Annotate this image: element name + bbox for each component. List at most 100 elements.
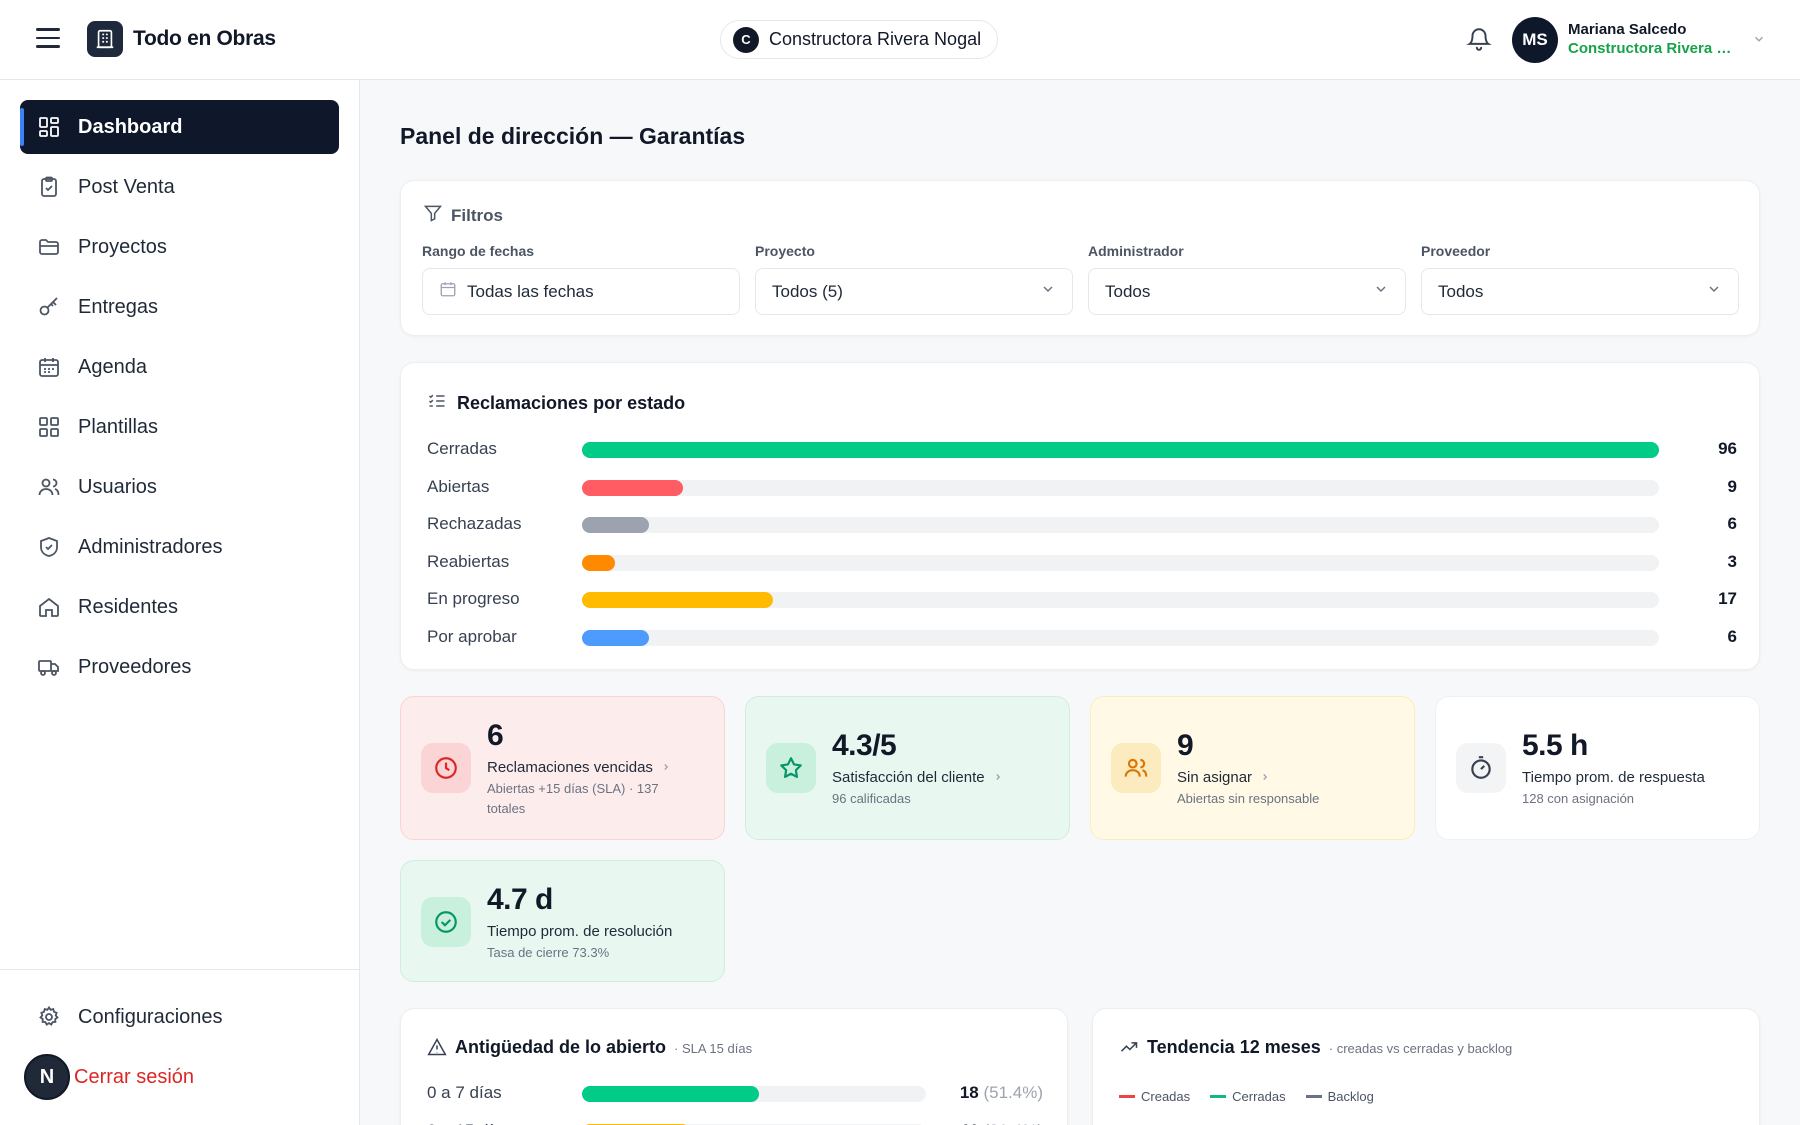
status-row-label: Cerradas [427,439,497,458]
kpi-unassigned[interactable]: 9 Sin asignar Abiertas sin responsable [1090,696,1415,840]
provider-label: Proveedor [1421,243,1491,259]
status-row[interactable]: Reabiertas 3 [427,550,1737,574]
timer-icon [1456,743,1506,793]
app-logo-icon[interactable] [87,21,123,57]
kpi-resolution-time: 4.7 d Tiempo prom. de resolución Tasa de… [400,860,725,982]
clock-icon [421,743,471,793]
trending-up-icon [1119,1037,1139,1062]
aging-count: 18 [959,1083,979,1102]
sidebar-item-plantillas[interactable]: Plantillas [20,400,339,454]
sidebar-item-post-venta[interactable]: Post Venta [20,160,339,214]
sidebar-item-proyectos[interactable]: Proyectos [20,220,339,274]
aging-bar-fill [582,1086,759,1102]
sidebar-item-usuarios[interactable]: Usuarios [20,460,339,514]
aging-title: Antigüedad de lo abierto [455,1037,667,1057]
top-bar: Todo en Obras C Constructora Rivera Noga… [0,0,1800,80]
aging-row[interactable]: 8 a 15 días 11 (31.4%) [427,1119,1043,1125]
chevron-right-icon [661,759,671,776]
legend-label: Backlog [1327,1089,1374,1104]
status-bar-track [582,517,1659,534]
status-row[interactable]: Abiertas 9 [427,475,1737,499]
status-row[interactable]: Rechazadas 6 [427,512,1737,536]
status-bar-fill [582,479,684,496]
kpi-overdue[interactable]: 6 Reclamaciones vencidas Abiertas +15 dí… [400,696,725,840]
aging-row-value: 11 (31.4%) [961,1121,1043,1125]
legend-item-cerradas[interactable]: Cerradas [1210,1089,1286,1104]
grid-icon [36,414,62,440]
sidebar-item-label: Proveedores [78,655,192,678]
shield-icon [36,534,62,560]
aging-sub: · SLA 15 días [674,1041,753,1056]
chevron-down-icon [1373,281,1389,302]
sidebar-item-administradores[interactable]: Administradores [20,520,339,574]
kpi-overdue-value: 6 [487,719,504,752]
project-label: Proyecto [755,243,815,259]
project-select[interactable]: Todos (5) [755,268,1073,315]
aging-row-value: 18 (51.4%) [960,1083,1043,1103]
legend-label: Cerradas [1232,1089,1286,1104]
chevron-right-icon [1260,769,1270,786]
status-bar-track [582,442,1659,458]
truck-icon [36,654,62,680]
sidebar-item-label: Dashboard [78,115,183,138]
status-row[interactable]: Por aprobar 6 [427,625,1737,649]
legend-item-creadas[interactable]: Creadas [1119,1089,1190,1104]
menu-icon[interactable] [36,28,60,50]
kpi-response-label: Tiempo prom. de respuesta [1522,769,1705,786]
date-range-filter: Rango de fechas Todas las fechas [422,243,740,315]
sidebar-item-dashboard[interactable]: Dashboard [20,100,339,154]
app-name[interactable]: Todo en Obras [133,27,276,50]
filters-card: Filtros Rango de fechas Todas las fechas… [400,180,1760,336]
aging-row-label: 0 a 7 días [427,1083,502,1102]
kpi-resolution-value: 4.7 d [487,883,553,916]
aging-row[interactable]: 0 a 7 días 18 (51.4%) [427,1081,1043,1105]
filters-title: Filtros [451,205,503,225]
chevron-down-icon[interactable] [1752,32,1766,46]
sidebar-item-proveedores[interactable]: Proveedores [20,640,339,694]
status-row-value: 96 [1718,439,1737,458]
status-bar-fill [582,592,773,609]
provider-select[interactable]: Todos [1421,268,1739,315]
sidebar-item-configuraciones[interactable]: Configuraciones [20,990,339,1044]
sidebar-item-residentes[interactable]: Residentes [20,580,339,634]
aging-bar-track [582,1086,926,1102]
trend-sub: · creadas vs cerradas y backlog [1328,1041,1513,1056]
status-row[interactable]: En progreso 17 [427,587,1737,611]
admin-select[interactable]: Todos [1088,268,1406,315]
status-row-label: En progreso [427,589,520,609]
user-name: Mariana Salcedo [1568,21,1687,38]
folder-icon [36,234,62,260]
status-row-value: 9 [1727,476,1737,496]
date-range-value: Todas las fechas [467,281,594,301]
status-row-label: Abiertas [427,476,490,496]
legend-swatch [1210,1095,1227,1098]
legend-item-backlog[interactable]: Backlog [1305,1089,1374,1104]
sidebar-item-label: Configuraciones [78,1005,223,1028]
home-icon [36,594,62,620]
trend-card: Tendencia 12 meses · creadas vs cerradas… [1092,1008,1760,1125]
status-row-value: 3 [1727,551,1737,571]
sidebar-divider [0,969,359,970]
kpi-resolution-label: Tiempo prom. de resolución [487,923,673,940]
kpi-satisfaction[interactable]: 4.3/5 Satisfacción del cliente 96 califi… [745,696,1070,840]
chevron-right-icon [993,769,1003,786]
project-filter: Proyecto Todos (5) [755,243,1073,315]
avatar[interactable]: MS [1512,17,1558,63]
sidebar-item-agenda[interactable]: Agenda [20,340,339,394]
logout-button[interactable]: N Cerrar sesión [24,1054,194,1100]
logout-badge: N [24,1054,70,1100]
gear-icon [36,1004,62,1030]
aging-card: Antigüedad de lo abierto · SLA 15 días 0… [400,1008,1068,1125]
check-circle-icon [421,897,471,947]
company-selector[interactable]: C Constructora Rivera Nogal [720,20,999,59]
sidebar: Dashboard Post Venta Proyectos Entregas … [0,80,360,1125]
date-range-input[interactable]: Todas las fechas [422,268,740,315]
calendar-icon [439,280,457,303]
status-row[interactable]: Cerradas 96 [427,437,1737,461]
status-row-value: 6 [1727,627,1737,646]
legend-label: Creadas [1141,1089,1191,1104]
status-bar-track [582,479,1659,496]
sidebar-item-label: Entregas [78,295,159,318]
bell-icon[interactable] [1466,26,1494,54]
sidebar-item-entregas[interactable]: Entregas [20,280,339,334]
